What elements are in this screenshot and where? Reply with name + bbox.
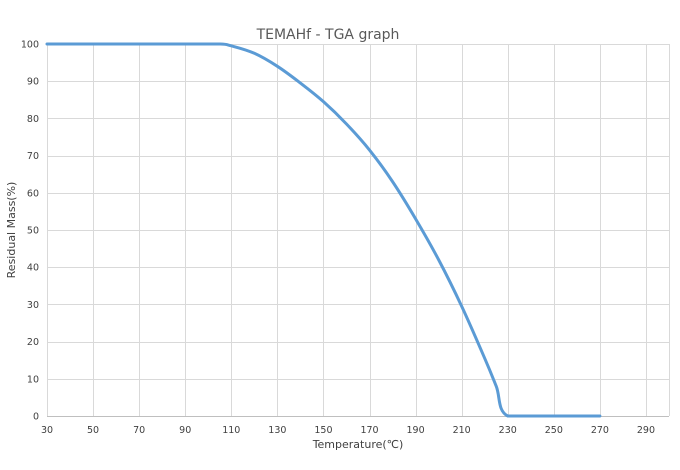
x-tick-label: 250 [545, 425, 563, 436]
x-tick-label: 130 [268, 425, 286, 436]
x-tick-labels: 30 50 70 90 110 130 150 170 190 210 230 250 270 290 [41, 425, 655, 436]
x-tick-label: 170 [360, 425, 378, 436]
x-tick-label: 50 [87, 425, 99, 436]
y-tick-label: 10 [27, 374, 39, 385]
x-tick-label: 290 [637, 425, 655, 436]
series-line [45, 42, 602, 418]
x-axis-label: Temperature(℃) [312, 438, 404, 451]
y-tick-label: 70 [27, 151, 39, 162]
chart-title: TEMAHf - TGA graph [256, 27, 400, 43]
x-tick-label: 90 [179, 425, 191, 436]
x-tick-label: 190 [407, 425, 425, 436]
y-tick-labels: 0 10 20 30 40 50 60 70 80 90 100 [21, 40, 39, 423]
y-tick-label: 20 [27, 337, 39, 348]
x-tick-label: 210 [453, 425, 471, 436]
x-tick-label: 230 [499, 425, 517, 436]
series-group [45, 42, 602, 418]
y-gridlines [47, 44, 669, 380]
y-axis-label: Residual Mass(%) [5, 182, 18, 279]
y-tick-label: 0 [33, 412, 39, 423]
y-tick-label: 50 [27, 226, 39, 237]
y-tick-label: 100 [21, 40, 39, 51]
x-gridlines [47, 44, 670, 416]
x-tick-label: 70 [133, 425, 145, 436]
x-tick-label: 270 [591, 425, 609, 436]
y-tick-label: 80 [27, 114, 39, 125]
x-tick-label: 110 [222, 425, 240, 436]
x-tick-label: 30 [41, 425, 53, 436]
y-tick-label: 30 [27, 300, 39, 311]
y-tick-label: 90 [27, 77, 39, 88]
y-tick-label: 60 [27, 188, 39, 199]
x-tick-label: 150 [314, 425, 332, 436]
y-tick-label: 40 [27, 263, 39, 274]
